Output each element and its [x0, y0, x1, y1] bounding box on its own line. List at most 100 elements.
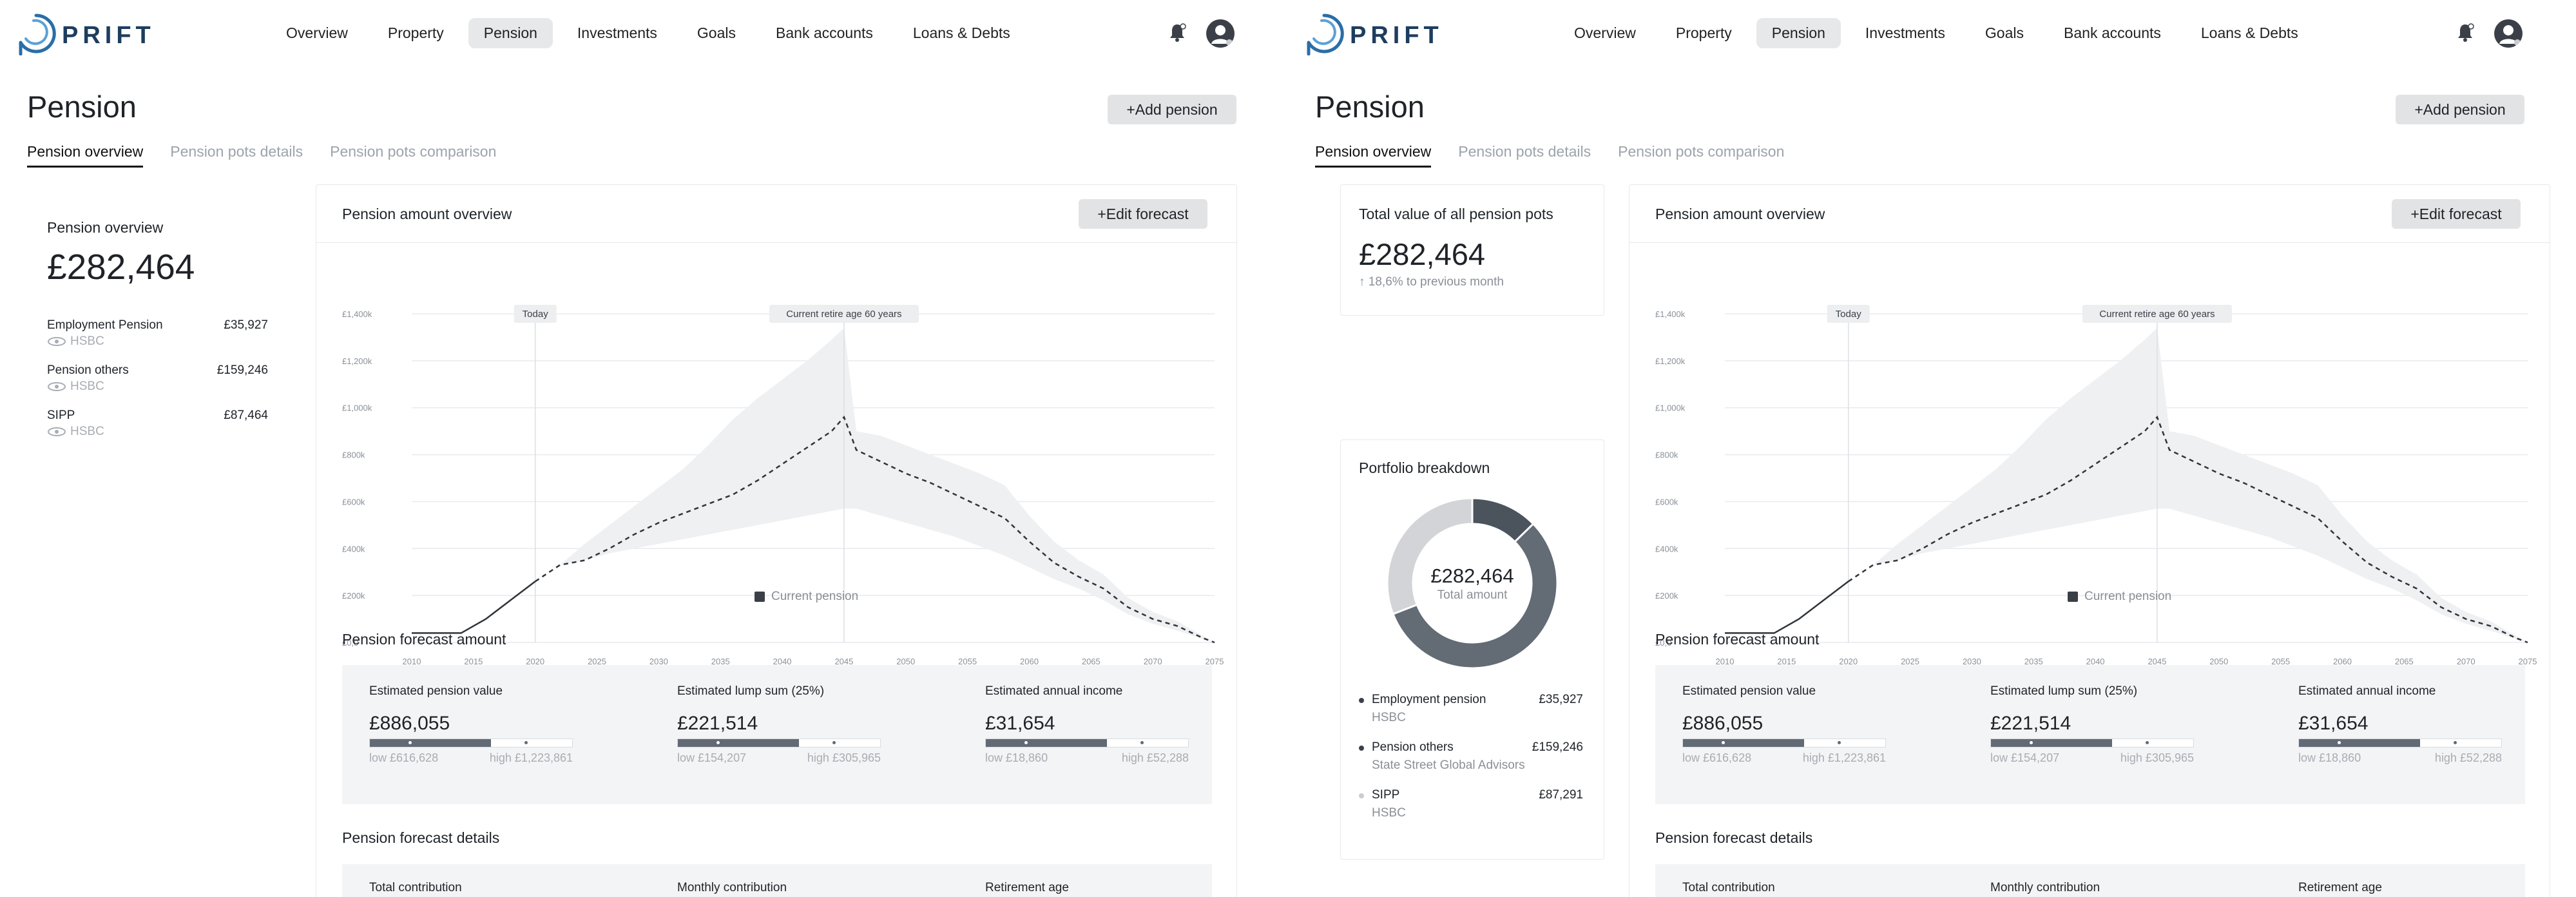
pot-value: £35,927 — [224, 318, 268, 332]
pot-value: £87,464 — [224, 409, 268, 422]
forecast-range-labels: low £18,860 high £52,288 — [985, 751, 1189, 765]
details-col-age: Retirement age — [2298, 881, 2382, 894]
forecast-band — [412, 327, 1215, 642]
pension-chart: £0,0 £200k £400k £600k £800k £1,000k £1,200k £1… — [342, 305, 1224, 666]
portfolio-item-name: Pension others — [1372, 740, 1454, 754]
legend-swatch — [2068, 592, 2078, 602]
main-nav: Overview Property Pension Investments Go… — [271, 18, 1026, 48]
nav-investments[interactable]: Investments — [1865, 24, 1945, 41]
nav-property[interactable]: Property — [1675, 24, 1732, 41]
provider-eye-icon — [48, 337, 66, 346]
chart-title: Pension amount overview — [1655, 206, 1825, 222]
tab-pension-overview[interactable]: Pension overview — [27, 143, 144, 168]
range-marker — [2146, 741, 2149, 744]
notification-bell-icon[interactable] — [2456, 22, 2475, 43]
logo-mark-icon — [1307, 14, 1344, 55]
forecast-range-fill — [986, 739, 1108, 747]
details-col-monthly: Monthly contribution — [677, 881, 787, 894]
forecast-range-bar — [677, 738, 881, 748]
add-pension-button[interactable]: +Add pension — [2396, 95, 2524, 124]
pension-overview-screen-alt: PRIFT Overview Property Pension Investme… — [1288, 0, 2576, 897]
donut-chart — [1386, 497, 1559, 670]
user-avatar[interactable] — [1206, 19, 1235, 48]
nav-overview[interactable]: Overview — [1574, 24, 1636, 41]
nav-property[interactable]: Property — [387, 24, 444, 41]
logo[interactable]: PRIFT — [14, 12, 155, 55]
pot-name: SIPP — [47, 409, 75, 422]
donut-total-label: Total amount — [1437, 588, 1508, 602]
forecast-title: Pension forecast amount — [342, 631, 506, 648]
forecast-label: Estimated pension value — [1682, 684, 1816, 698]
retire-label-box — [769, 305, 919, 323]
nav-overview[interactable]: Overview — [286, 24, 348, 41]
logo[interactable]: PRIFT — [1302, 12, 1443, 55]
nav-bank-accounts[interactable]: Bank accounts — [2064, 24, 2161, 41]
pot-item-employment[interactable]: Employment Pension £35,927 HSBC — [47, 318, 268, 349]
pot-name: Employment Pension — [47, 318, 163, 332]
x-tick-label: 2075 — [1206, 657, 1224, 666]
nav-pension[interactable]: Pension — [1756, 18, 1841, 48]
page-title: Pension — [27, 90, 137, 124]
range-marker — [2454, 741, 2457, 744]
user-avatar[interactable] — [2494, 19, 2523, 48]
y-tick-label: £200k — [1655, 591, 1678, 601]
add-pension-button[interactable]: +Add pension — [1108, 95, 1236, 124]
portfolio-item-others[interactable]: Pension others £159,246 State Street Glo… — [1359, 740, 1591, 773]
y-tick-label: £800k — [342, 450, 365, 460]
pot-item-others[interactable]: Pension others £159,246 HSBC — [47, 363, 268, 394]
x-tick-label: 2025 — [1901, 657, 1919, 666]
notification-bell-icon[interactable] — [1168, 22, 1187, 43]
edit-forecast-button[interactable]: +Edit forecast — [2392, 199, 2521, 229]
portfolio-item-provider: State Street Global Advisors — [1372, 758, 1525, 772]
y-tick-label: £400k — [1655, 544, 1678, 554]
legend-label: Current pension — [2084, 590, 2172, 603]
top-navigation: PRIFT Overview Property Pension Investme… — [0, 0, 1288, 70]
today-label-box — [1827, 305, 1870, 323]
x-tick-label: 2050 — [2209, 657, 2228, 666]
x-tick-label: 2010 — [1716, 657, 1735, 666]
bullet-icon — [1359, 793, 1364, 798]
portfolio-item-value: £159,246 — [1532, 740, 1583, 754]
y-tick-label: £1,200k — [342, 356, 372, 366]
page-title: Pension — [1315, 90, 1425, 124]
range-low: low £18,860 — [2298, 751, 2361, 764]
details-title: Pension forecast details — [342, 829, 500, 846]
nav-investments[interactable]: Investments — [577, 24, 657, 41]
y-tick-label: £0,0 — [1655, 638, 1671, 648]
nav-bank-accounts[interactable]: Bank accounts — [776, 24, 873, 41]
series-line-forecast — [1847, 415, 2528, 644]
tab-pension-pots-details[interactable]: Pension pots details — [170, 143, 303, 160]
range-high: high £305,965 — [807, 751, 881, 764]
change-text: 18,6% to previous month — [1368, 275, 1504, 289]
tab-pension-pots-comparison[interactable]: Pension pots comparison — [1618, 143, 1785, 160]
forecast-column: Estimated pension value £886,055 low £616,… — [1682, 665, 1889, 804]
x-tick-label: 2025 — [588, 657, 606, 666]
portfolio-item-sipp[interactable]: SIPP £87,291 HSBC — [1359, 788, 1591, 820]
nav-goals[interactable]: Goals — [697, 24, 736, 41]
donut-total: £282,464 — [1430, 564, 1514, 587]
range-marker — [2338, 741, 2341, 744]
x-tick-label: 2035 — [2024, 657, 2043, 666]
tab-pension-pots-comparison[interactable]: Pension pots comparison — [330, 143, 497, 160]
pension-overview-total: £282,464 — [47, 247, 195, 287]
range-marker — [1838, 741, 1841, 744]
y-tick-label: £800k — [1655, 450, 1678, 460]
chart-title: Pension amount overview — [342, 206, 512, 222]
nav-loans-debts[interactable]: Loans & Debts — [912, 24, 1010, 41]
forecast-column: Estimated annual income £31,654 low £18,86… — [2298, 665, 2504, 804]
nav-pension[interactable]: Pension — [468, 18, 553, 48]
range-low: low £18,860 — [985, 751, 1048, 764]
nav-loans-debts[interactable]: Loans & Debts — [2200, 24, 2298, 41]
tab-pension-overview[interactable]: Pension overview — [1315, 143, 1432, 168]
x-tick-label: 2030 — [649, 657, 668, 666]
forecast-label: Estimated pension value — [369, 684, 503, 698]
pot-item-sipp[interactable]: SIPP £87,464 HSBC — [47, 409, 268, 439]
portfolio-item-employment[interactable]: Employment pension £35,927 HSBC — [1359, 693, 1591, 725]
tab-pension-pots-details[interactable]: Pension pots details — [1458, 143, 1591, 160]
edit-forecast-button[interactable]: +Edit forecast — [1079, 199, 1207, 229]
pension-amount-card: Pension amount overview +Edit forecast £… — [316, 184, 1237, 897]
provider-eye-icon — [48, 427, 66, 436]
nav-goals[interactable]: Goals — [1985, 24, 2024, 41]
pension-overview-screen: PRIFT Overview Property Pension Investme… — [0, 0, 1288, 897]
pot-provider: HSBC — [70, 380, 104, 393]
